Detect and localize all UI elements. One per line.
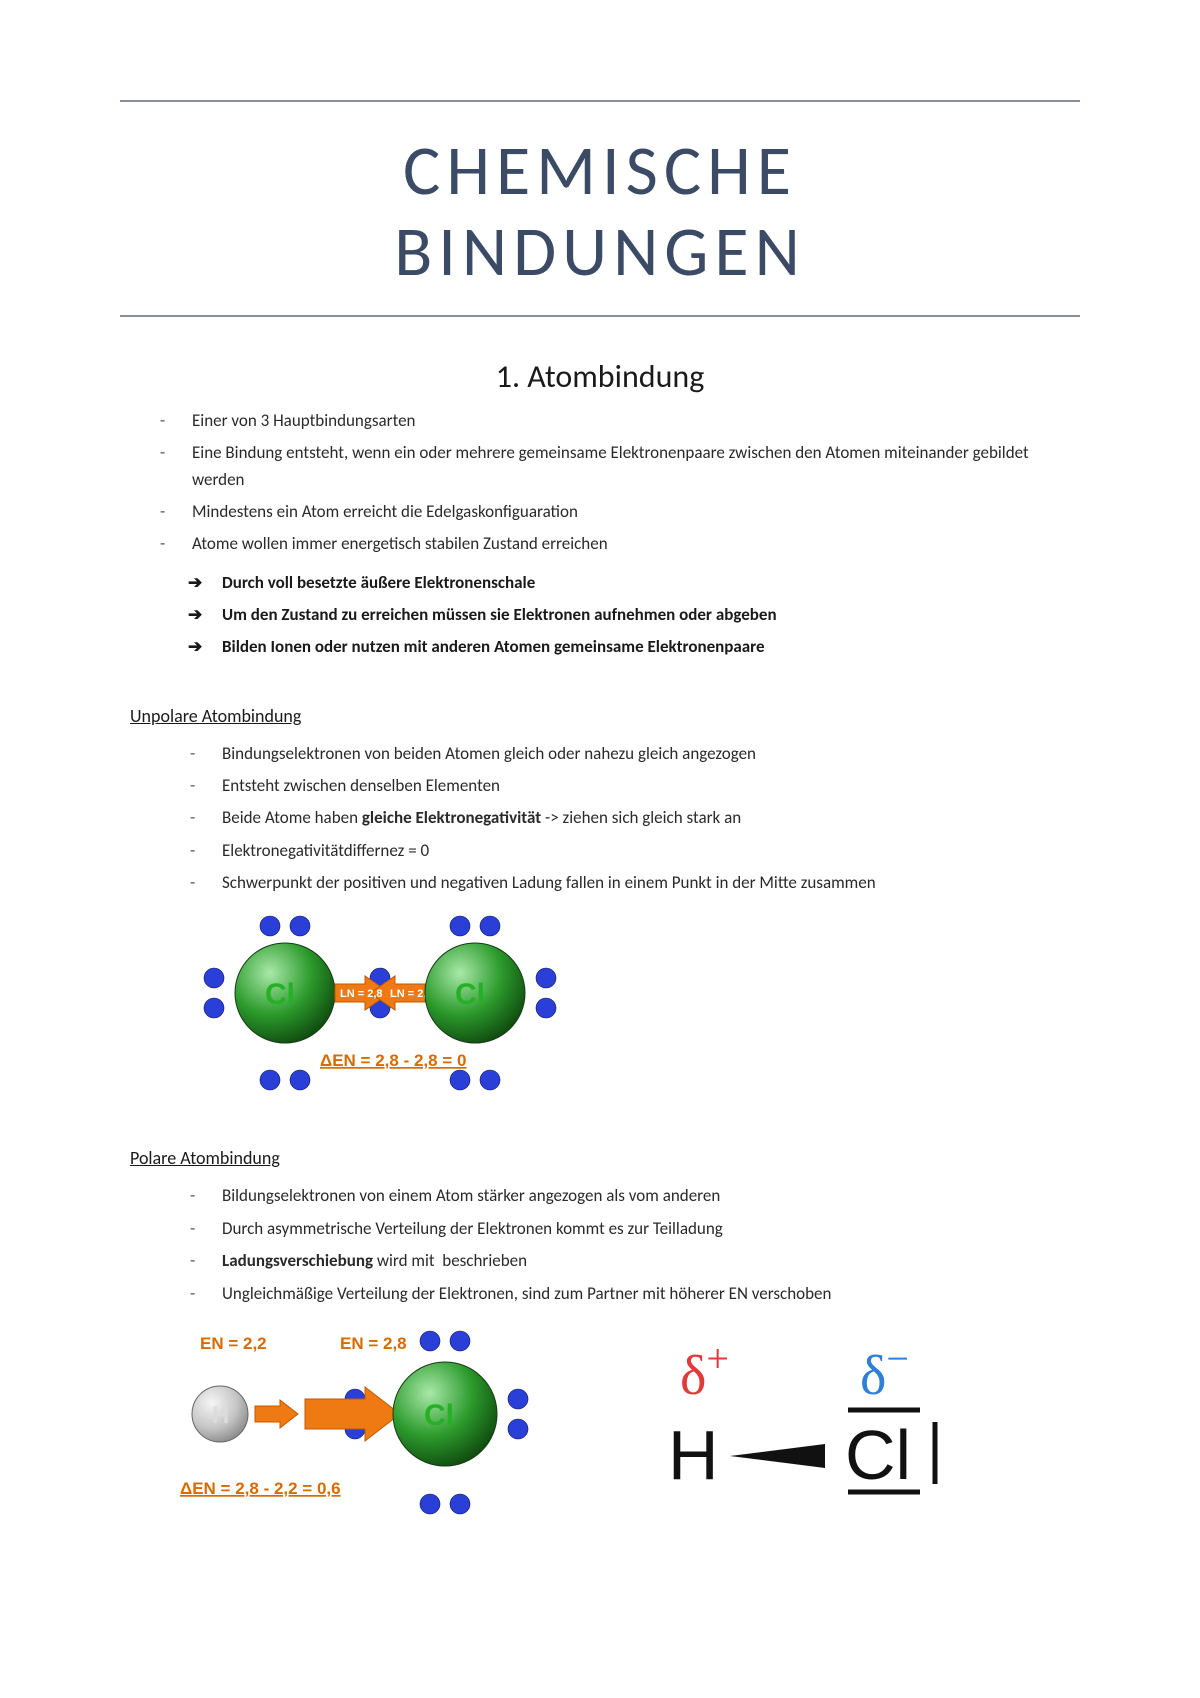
title-line-2: BINDUNGEN	[394, 208, 806, 294]
diagram-polar-row: EN = 2,2 EN = 2,8 H Cl ΔEN =	[160, 1319, 1080, 1529]
list-item: Elektronegativitätdiffernez = 0	[190, 838, 1080, 864]
list-item: Ladungsverschiebung wird mit beschrieben	[190, 1248, 1080, 1274]
section-1-title: 1. Atombindung	[120, 357, 1080, 396]
delta-en-equation: ΔEN = 2,8 - 2,8 = 0	[320, 1051, 466, 1070]
subheading-unpolar: Unpolare Atombindung	[120, 705, 1080, 727]
list-item: Bindungselektronen von beiden Atomen gle…	[190, 741, 1080, 767]
diagram-unpolar: Cl LN = 2,8 LN = 2,8 Cl ΔEN = 2,8 -	[190, 908, 1080, 1103]
main-bullet-list: Einer von 3 Hauptbindungsarten Eine Bind…	[120, 408, 1080, 558]
title-line-1: CHEMISCHE	[403, 127, 797, 213]
rule-bottom	[120, 315, 1080, 317]
en-cl-label: EN = 2,8	[340, 1334, 407, 1353]
list-item: Mindestens ein Atom erreicht die Edelgas…	[160, 499, 1080, 525]
delta-plus-symbol: δ+	[680, 1344, 729, 1407]
arrow-bullet-list: Durch voll besetzte äußere Elektronensch…	[120, 570, 1080, 661]
formula-h: H	[668, 1416, 719, 1494]
list-item: Durch asymmetrische Verteilung der Elekt…	[190, 1216, 1080, 1242]
diagram-polar: EN = 2,2 EN = 2,8 H Cl ΔEN =	[160, 1319, 600, 1529]
list-item: Bildungselektronen von einem Atom stärke…	[190, 1183, 1080, 1209]
list-item: Entsteht zwischen denselben Elementen	[190, 773, 1080, 799]
rule-top	[120, 100, 1080, 102]
delta-minus-symbol: δ−	[860, 1344, 909, 1407]
list-item: Durch voll besetzte äußere Elektronensch…	[188, 570, 1080, 596]
en-h-label: EN = 2,2	[200, 1334, 267, 1353]
list-item: Um den Zustand zu erreichen müssen sie E…	[188, 602, 1080, 628]
list-item: Atome wollen immer energetisch stabilen …	[160, 531, 1080, 557]
list-item: Bilden Ionen oder nutzen mit anderen Ato…	[188, 634, 1080, 660]
cl-atom-label: Cl	[424, 1399, 454, 1432]
document-page: CHEMISCHE BINDUNGEN 1. Atombindung Einer…	[0, 0, 1200, 1589]
unpolar-bullet-list: Bindungselektronen von beiden Atomen gle…	[120, 741, 1080, 897]
h-atom-label: H	[212, 1402, 229, 1429]
delta-en-polar: ΔEN = 2,8 - 2,2 = 0,6	[180, 1479, 341, 1498]
delta-formula: δ+ δ− H Cl	[660, 1344, 1020, 1504]
list-item: Eine Bindung entsteht, wenn ein oder meh…	[160, 440, 1080, 493]
list-item: Schwerpunkt der positiven und negativen …	[190, 870, 1080, 896]
atom-label-left: Cl	[265, 978, 295, 1011]
list-item: Beide Atome haben gleiche Elektronegativ…	[190, 805, 1080, 831]
ln-label-left: LN = 2,8	[340, 988, 383, 1000]
polar-bullet-list: Bildungselektronen von einem Atom stärke…	[120, 1183, 1080, 1306]
main-title: CHEMISCHE BINDUNGEN	[120, 130, 1080, 291]
atom-label-right: Cl	[455, 978, 485, 1011]
list-item: Ungleichmäßige Verteilung der Elektronen…	[190, 1281, 1080, 1307]
formula-cl: Cl	[845, 1416, 911, 1494]
subheading-polar: Polare Atombindung	[120, 1147, 1080, 1169]
list-item: Einer von 3 Hauptbindungsarten	[160, 408, 1080, 434]
